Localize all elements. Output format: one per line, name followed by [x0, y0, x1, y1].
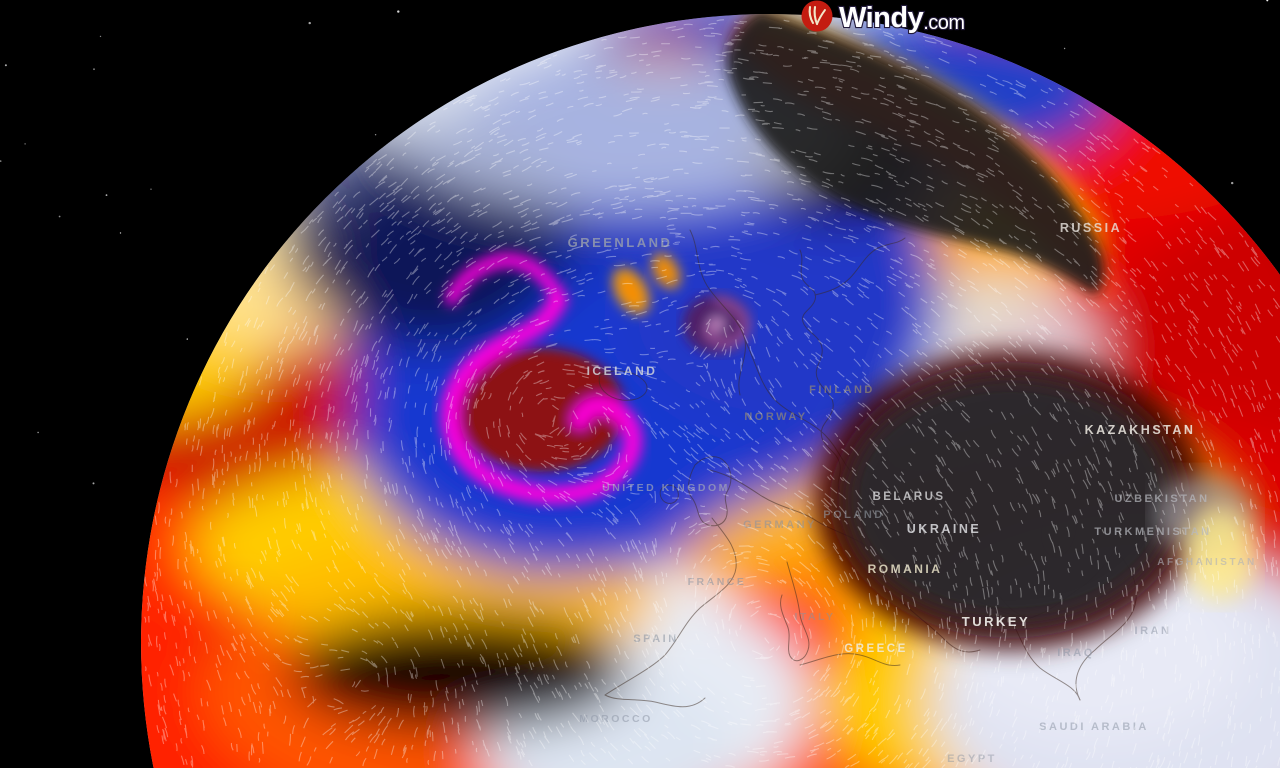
svg-text:GREENLAND: GREENLAND: [568, 235, 673, 250]
svg-text:MOROCCO: MOROCCO: [579, 713, 653, 725]
svg-text:ITALY: ITALY: [794, 611, 835, 623]
svg-text:UKRAINE: UKRAINE: [907, 522, 981, 536]
svg-text:TURKMENISTAN: TURKMENISTAN: [1094, 526, 1211, 538]
svg-text:RUSSIA: RUSSIA: [1060, 221, 1122, 235]
svg-text:ROMANIA: ROMANIA: [868, 562, 943, 576]
svg-text:SAUDI ARABIA: SAUDI ARABIA: [1039, 721, 1149, 733]
svg-text:POLAND: POLAND: [823, 509, 884, 521]
svg-text:SPAIN: SPAIN: [633, 633, 678, 645]
svg-text:AFGHANISTAN: AFGHANISTAN: [1157, 557, 1257, 568]
svg-text:UNITED KINGDOM: UNITED KINGDOM: [602, 482, 730, 494]
svg-text:GREECE: GREECE: [844, 643, 908, 655]
svg-text:TURKEY: TURKEY: [962, 614, 1030, 629]
svg-text:FRANCE: FRANCE: [688, 576, 747, 588]
svg-text:FINLAND: FINLAND: [809, 384, 875, 396]
